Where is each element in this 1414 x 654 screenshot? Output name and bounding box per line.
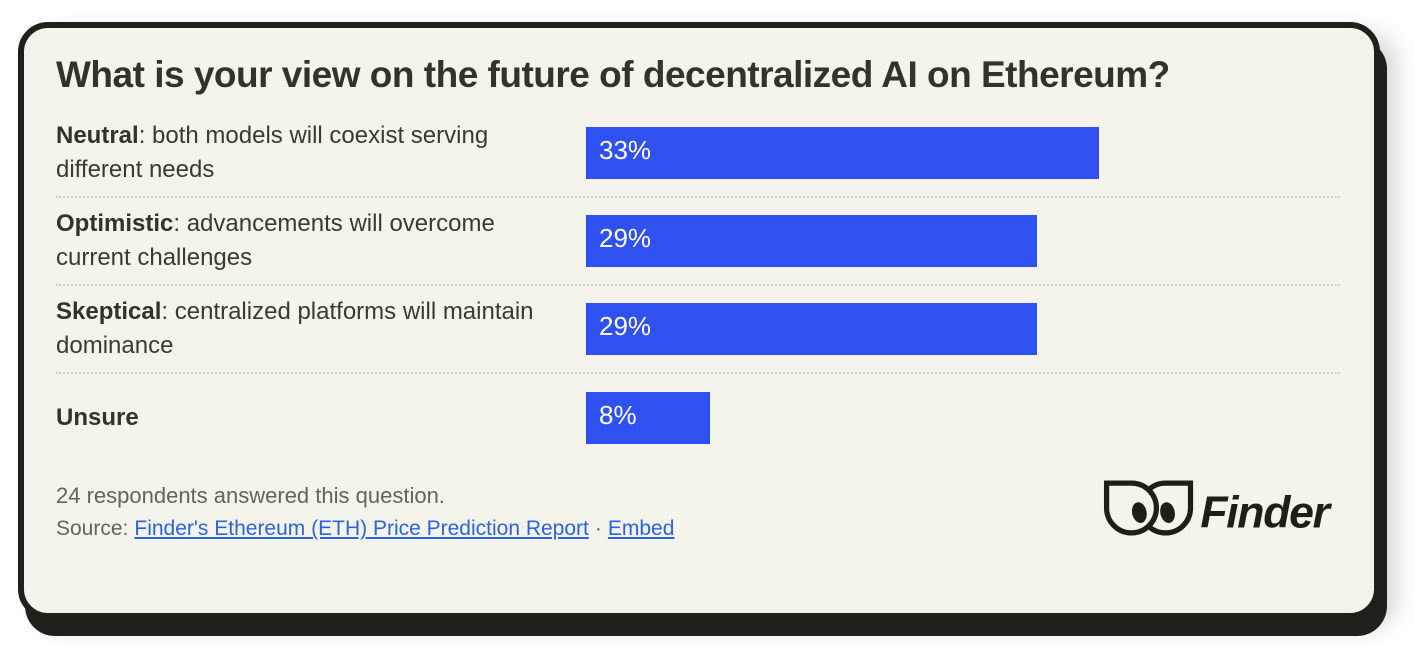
bar-track: 29% (586, 302, 1340, 355)
bar-track: 29% (586, 214, 1340, 267)
finder-logo-graphic: Finder (1103, 480, 1334, 538)
bar-chart: Neutral: both models will coexist servin… (56, 110, 1340, 462)
row-label: Neutral: both models will coexist servin… (56, 119, 586, 187)
row-term: Unsure (56, 403, 139, 431)
bar-track: 33% (586, 126, 1340, 179)
chart-row-unsure: Unsure 8% (56, 374, 1340, 462)
source-prefix: Source: (56, 517, 129, 541)
source-line: Source: Finder's Ethereum (ETH) Price Pre… (56, 517, 674, 541)
bar-skeptical: 29% (586, 302, 1037, 355)
bar-track: 8% (586, 391, 1340, 444)
row-term: Optimistic (56, 209, 174, 237)
respondents-note: 24 respondents answered this question. (56, 483, 445, 509)
bar-value-label: 8% (599, 400, 637, 431)
row-term: Neutral (56, 121, 139, 149)
separator-dot: · (594, 517, 602, 541)
card-footer: 24 respondents answered this question. S… (56, 480, 1340, 545)
bar-neutral: 33% (586, 126, 1100, 179)
bar-optimistic: 29% (586, 214, 1037, 267)
chart-row-optimistic: Optimistic: advancements will overcome c… (56, 198, 1340, 286)
embed-link[interactable]: Embed (607, 517, 675, 541)
row-desc: : both models will coexist serving diffe… (56, 121, 489, 183)
chart-row-skeptical: Skeptical: centralized platforms will ma… (56, 286, 1340, 374)
survey-card: What is your view on the future of decen… (18, 22, 1380, 619)
finder-wordmark: Finder (1200, 489, 1332, 538)
finder-eyes-icon (1103, 480, 1194, 536)
row-label: Unsure (56, 401, 586, 435)
finder-logo: Finder (1102, 476, 1338, 545)
question-title: What is your view on the future of decen… (56, 54, 1170, 95)
row-label: Skeptical: centralized platforms will ma… (56, 295, 586, 363)
footer-text: 24 respondents answered this question. S… (56, 483, 674, 541)
bar-value-label: 29% (599, 311, 652, 342)
row-desc: : advancements will overcome current cha… (56, 209, 495, 271)
bar-value-label: 33% (599, 135, 652, 166)
chart-row-neutral: Neutral: both models will coexist servin… (56, 110, 1340, 198)
bar-value-label: 29% (599, 223, 652, 254)
bar-unsure: 8% (586, 391, 711, 444)
row-label: Optimistic: advancements will overcome c… (56, 207, 586, 275)
row-desc: : centralized platforms will maintain do… (56, 297, 534, 359)
row-term: Skeptical (56, 297, 162, 325)
source-report-link[interactable]: Finder's Ethereum (ETH) Price Prediction… (134, 517, 589, 541)
